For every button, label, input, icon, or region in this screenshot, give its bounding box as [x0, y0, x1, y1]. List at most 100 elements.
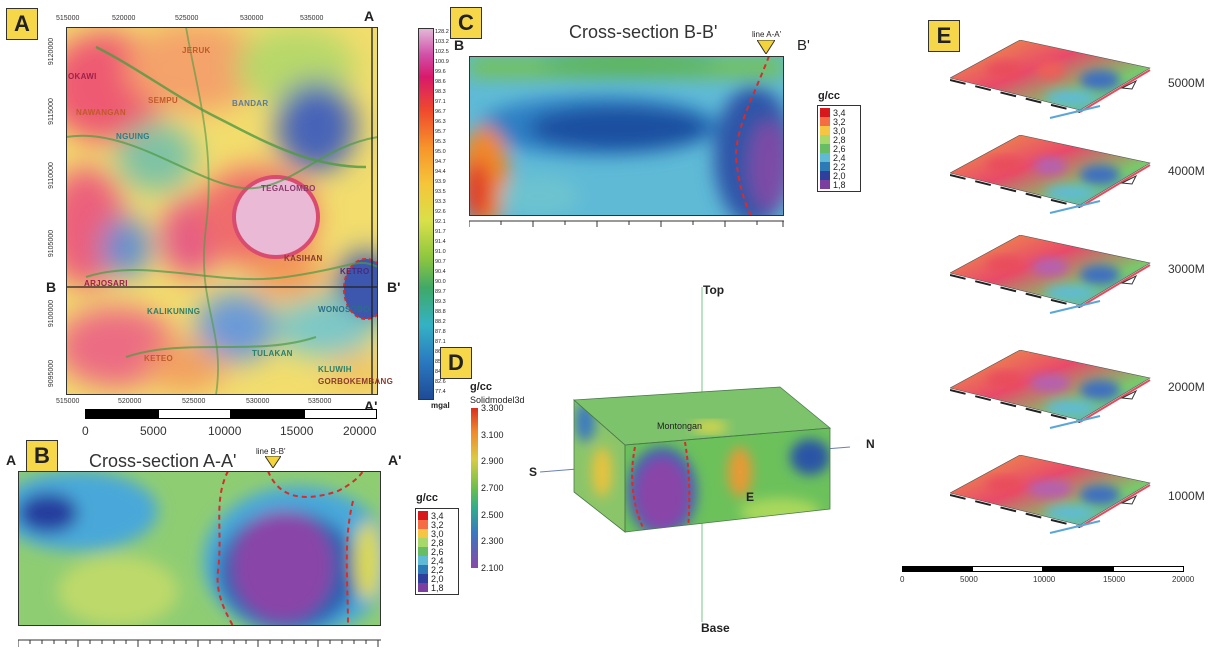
section-label-a: A: [364, 8, 375, 24]
colorbar-label: 100.9: [435, 59, 449, 65]
legend-swatch: [418, 583, 428, 592]
map-x-tick-top: 525000: [175, 15, 199, 22]
scale-tick: 10000: [1033, 575, 1056, 584]
scale-tick: 5000: [140, 424, 167, 438]
legend-value: 3,4: [431, 510, 444, 521]
depth-slice: [950, 40, 1151, 119]
colorbar-label: 90.0: [435, 279, 446, 285]
legend-swatch: [820, 126, 830, 135]
legend-entry: 3,2: [418, 520, 456, 530]
map-x-tick: 535000: [308, 398, 332, 405]
section-c-unit: g/cc: [818, 90, 841, 102]
section-b-end-right: A': [388, 452, 402, 468]
place-label: NGUING: [116, 132, 150, 141]
section-c-marker-label: line A-A': [752, 30, 782, 39]
legend-entry: 2,8: [418, 538, 456, 548]
scale-tick: 5000: [960, 575, 978, 584]
place-label: KALIKUNING: [147, 307, 201, 316]
legend-swatch: [418, 574, 428, 583]
place-label: TULAKAN: [252, 349, 293, 358]
colorbar-label: 95.3: [435, 139, 446, 145]
colorbar-label: 102.5: [435, 49, 449, 55]
legend-swatch: [820, 171, 830, 180]
colorbar-label: 93.3: [435, 199, 446, 205]
marker-triangle-icon: [757, 40, 775, 54]
panel-d-letter: D: [440, 347, 472, 379]
section-c-x-axis: [469, 220, 784, 227]
map-x-tick: 520000: [118, 398, 142, 405]
place-label: KETRO: [340, 267, 370, 276]
section-c-end-right: B': [797, 37, 810, 54]
legend-swatch: [418, 511, 428, 520]
legend-entry: 2,8: [820, 134, 858, 145]
colorbar-label: 128.2: [435, 29, 449, 35]
depth-label: 1000M: [1168, 489, 1205, 503]
colorbar-unit: mgal: [431, 401, 450, 410]
colorbar-label: 82.6: [435, 379, 446, 385]
scale-segment: [902, 566, 972, 572]
legend-entry: 3,0: [820, 126, 858, 136]
place-label: KLUWIH: [318, 365, 352, 374]
map-y-tick: 9105000: [48, 229, 56, 258]
solid-model-colorbar: [471, 408, 478, 568]
legend-swatch: [820, 117, 830, 126]
map-y-tick: 9120000: [48, 37, 56, 66]
cross-section-b-b: [469, 56, 784, 216]
solid-legend-value: 3.100: [481, 429, 504, 440]
solid-model-3d: [540, 287, 851, 622]
solid-model-legend: 3.300 3.100 2.900 2.700 2.500 2.300 2.100: [481, 403, 531, 573]
legend-value: 2,8: [833, 134, 846, 145]
colorbar-label: 98.6: [435, 79, 446, 85]
gravity-colorbar: [418, 28, 434, 400]
place-label: BANDAR: [232, 99, 269, 108]
colorbar-label: 99.6: [435, 69, 446, 75]
colorbar-label: 89.7: [435, 289, 446, 295]
colorbar-label: 97.1: [435, 99, 446, 105]
scale-segment: [1043, 566, 1113, 572]
scale-segment: [158, 409, 231, 419]
solid-model-subtitle: Solidmodel3d: [470, 395, 525, 405]
gravity-anomaly-map: [66, 27, 378, 395]
colorbar-label: 87.8: [435, 329, 446, 335]
panel-b-letter: B: [26, 440, 58, 472]
legend-value: 3,4: [833, 107, 846, 118]
legend-entry: 2,0: [418, 574, 456, 584]
legend-swatch: [820, 180, 830, 189]
place-label: TEGALOMBO: [261, 184, 316, 193]
section-b-title: Cross-section A-A': [89, 451, 237, 471]
legend-swatch: [820, 144, 830, 153]
scale-tick: 0: [900, 575, 905, 584]
legend-entry: 1,8: [418, 583, 456, 593]
place-label: OKAWI: [68, 72, 97, 81]
colorbar-label: 90.7: [435, 259, 446, 265]
map-y-tick: 9115000: [47, 98, 55, 125]
place-label: GORBOKEMBANG: [318, 377, 394, 386]
map-y-tick: 9095000: [48, 359, 56, 388]
scale-tick: 0: [82, 424, 89, 438]
depth-slice-stack: [950, 40, 1170, 540]
legend-swatch: [418, 529, 428, 538]
legend-swatch: [418, 565, 428, 574]
legend-swatch: [820, 162, 830, 171]
map-x-tick-top: 530000: [240, 15, 264, 22]
scale-segment: [231, 409, 304, 419]
legend-entry: 2,2: [418, 564, 456, 575]
place-label: JERUK: [182, 46, 211, 55]
legend-value: 2,2: [833, 161, 846, 172]
map-x-tick-top: 515000: [56, 15, 80, 22]
place-label: ARJOSARI: [84, 279, 128, 288]
depth-label: 4000M: [1168, 164, 1205, 178]
colorbar-label: 96.3: [435, 119, 446, 125]
place-label: KETEO: [144, 354, 174, 363]
section-b-x-axis: [18, 639, 381, 647]
section-b-end-left: A: [6, 452, 17, 468]
legend-swatch: [820, 153, 830, 162]
legend-value: 2,2: [431, 564, 444, 575]
scale-tick: 15000: [1103, 575, 1126, 584]
colorbar-label: 77.4: [435, 389, 446, 395]
solid-axis-s: S: [529, 465, 538, 479]
section-c-end-left: B: [454, 37, 465, 53]
legend-entry: 3,2: [820, 117, 858, 127]
legend-swatch: [418, 520, 428, 529]
legend-entry: 2,6: [418, 547, 456, 557]
